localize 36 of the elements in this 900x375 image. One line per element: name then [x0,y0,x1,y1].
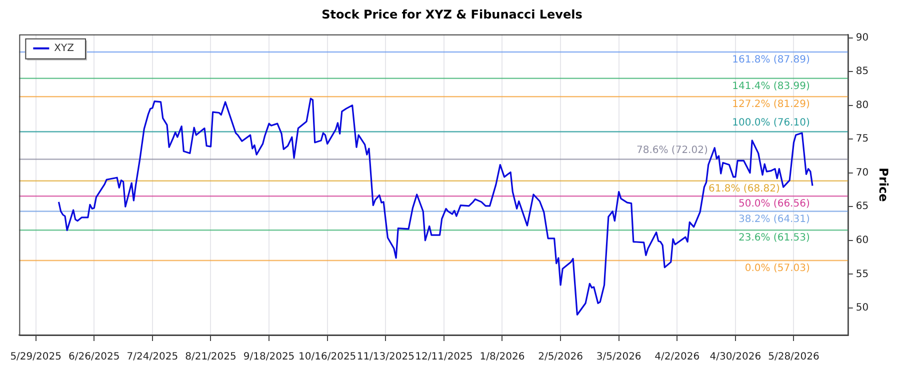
legend-label: XYZ [54,42,74,54]
ref-line-label: 100.0% (76.10) [732,117,810,128]
x-tick-label: 11/13/2025 [356,352,414,363]
y-tick-label: 65 [856,201,869,212]
y-tick-label: 50 [856,302,869,314]
y-tick-label: 60 [856,235,869,246]
x-tick-label: 2/5/2026 [538,352,583,363]
y-tick-label: 85 [856,66,869,78]
x-tick-label: 3/5/2026 [596,352,642,363]
ref-line-label: 61.8% (68.82) [708,183,780,194]
x-tick-label: 5/28/2026 [768,352,820,363]
x-tick-label: 5/29/2025 [10,352,62,363]
x-tick-label: 1/8/2026 [480,352,525,363]
ref-line-label: 0.0% (57.03) [744,263,810,274]
x-tick-label: 8/21/2025 [185,352,236,363]
ref-line-label: 127.2% (81.29) [732,99,810,110]
y-tick-label: 90 [856,32,869,44]
chart-title: Stock Price for XYZ & Fibunacci Levels [322,7,582,22]
ref-line-label: 23.6% (61.53) [738,232,810,244]
y-tick-label: 80 [856,100,869,111]
x-tick-label: 4/30/2026 [710,352,762,363]
ref-line-label: 38.2% (64.31) [738,214,810,225]
y-tick-label: 70 [856,167,869,178]
ref-line-label: 50.0% (66.56) [738,198,810,210]
x-tick-label: 9/18/2025 [243,352,295,363]
x-tick-label: 7/24/2025 [126,352,178,363]
ref-line-label: 161.8% (87.89) [732,54,810,66]
y-tick-label: 75 [856,134,869,145]
x-tick-label: 6/26/2025 [68,352,120,363]
y-axis-title: Price [876,168,891,202]
ref-line-label: 78.6% (72.02) [636,144,708,156]
x-tick-label: 12/11/2025 [415,352,473,363]
y-tick-label: 55 [856,268,869,280]
x-tick-label: 10/16/2025 [298,352,356,363]
ref-line-label: 141.4% (83.99) [732,80,810,92]
x-tick-label: 4/2/2026 [654,352,700,363]
